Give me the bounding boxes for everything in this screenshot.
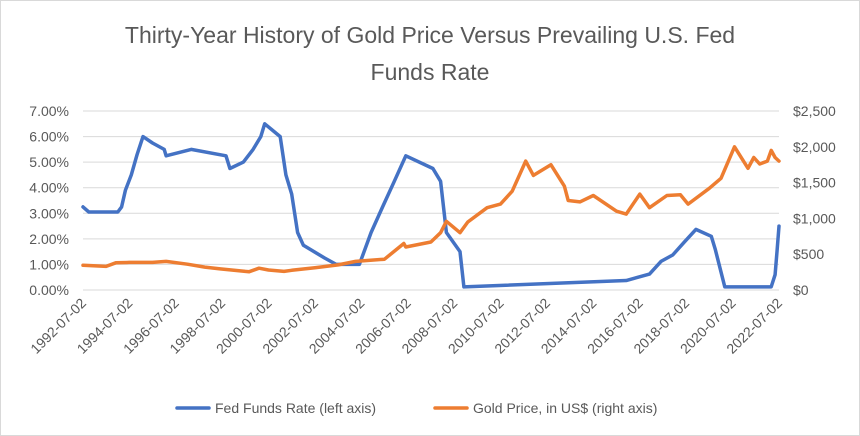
left-axis-tick-label: 2.00%: [29, 231, 69, 247]
chart-title-line-2: Funds Rate: [371, 59, 490, 85]
left-axis-tick-label: 4.00%: [29, 180, 69, 196]
left-axis-tick-label: 0.00%: [29, 282, 69, 298]
left-axis-tick-label: 7.00%: [29, 103, 69, 119]
left-axis-tick-label: 3.00%: [29, 205, 69, 221]
left-axis-tick-label: 6.00%: [29, 129, 69, 145]
series-lines: [81, 122, 781, 289]
right-axis-tick-label: $2,000: [793, 139, 836, 155]
right-axis-ticks: $0 $500 $1,000 $1,500 $2,000 $2,500: [793, 103, 836, 298]
left-axis-tick-label: 5.00%: [29, 154, 69, 170]
right-axis-tick-label: $1,500: [793, 175, 836, 191]
right-axis-tick-label: $0: [793, 282, 809, 298]
gold-price-line: [81, 145, 781, 274]
legend: Fed Funds Rate (left axis) Gold Price, in…: [175, 400, 657, 416]
left-axis-ticks: 0.00% 1.00% 2.00% 3.00% 4.00% 5.00% 6.00% 7.00%: [29, 103, 69, 298]
right-axis-tick-label: $1,000: [793, 210, 836, 226]
legend-label: Gold Price, in US$ (right axis): [473, 400, 657, 416]
x-axis-ticks: 1992-07-021994-07-021996-07-021998-07-02…: [27, 295, 785, 357]
right-axis-tick-label: $2,500: [793, 103, 836, 119]
chart-title-line-1: Thirty-Year History of Gold Price Versus…: [125, 22, 735, 48]
left-axis-tick-label: 1.00%: [29, 256, 69, 272]
legend-label: Fed Funds Rate (left axis): [215, 400, 376, 416]
fed-funds-rate-line: [81, 122, 781, 289]
right-axis-tick-label: $500: [793, 246, 824, 262]
